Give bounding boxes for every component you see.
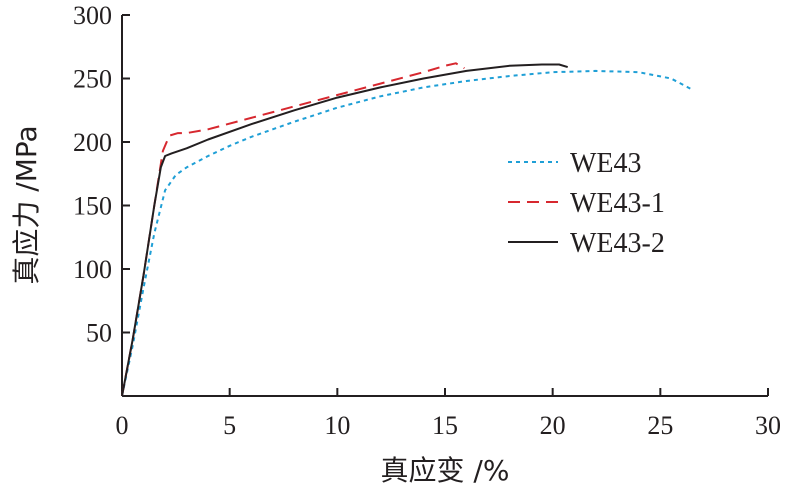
series-line-1 — [121, 69, 694, 397]
series-line-2 — [121, 62, 465, 397]
x-tick-label: 25 — [647, 411, 673, 440]
x-tick-label: 20 — [540, 411, 566, 440]
y-tick-label: 250 — [73, 65, 112, 94]
series-layer — [121, 62, 694, 397]
x-tick-label: 10 — [324, 411, 350, 440]
x-tick-label: 0 — [116, 411, 129, 440]
legend-label-1: WE43 — [570, 148, 642, 179]
legend-label-2: WE43-1 — [570, 188, 665, 219]
y-tick-label: 150 — [73, 192, 112, 221]
y-tick-label: 100 — [73, 255, 112, 284]
x-tick-label: 15 — [432, 411, 458, 440]
x-tick-label: 5 — [223, 411, 236, 440]
x-tick-label: 30 — [755, 411, 781, 440]
y-tick-label: 300 — [73, 1, 112, 30]
legend: WE43 WE43-1 WE43-2 — [508, 148, 665, 259]
x-axis-title: 真应变 /% — [381, 454, 510, 487]
y-axis-title: 真应力 /MPa — [10, 125, 43, 284]
y-tick-label: 50 — [86, 319, 112, 348]
series-line-3 — [121, 63, 568, 397]
axes: 0 5 10 15 20 25 30 50 100 150 200 250 300 — [73, 1, 781, 440]
y-tick-label: 200 — [73, 128, 112, 157]
legend-label-3: WE43-2 — [570, 228, 665, 259]
